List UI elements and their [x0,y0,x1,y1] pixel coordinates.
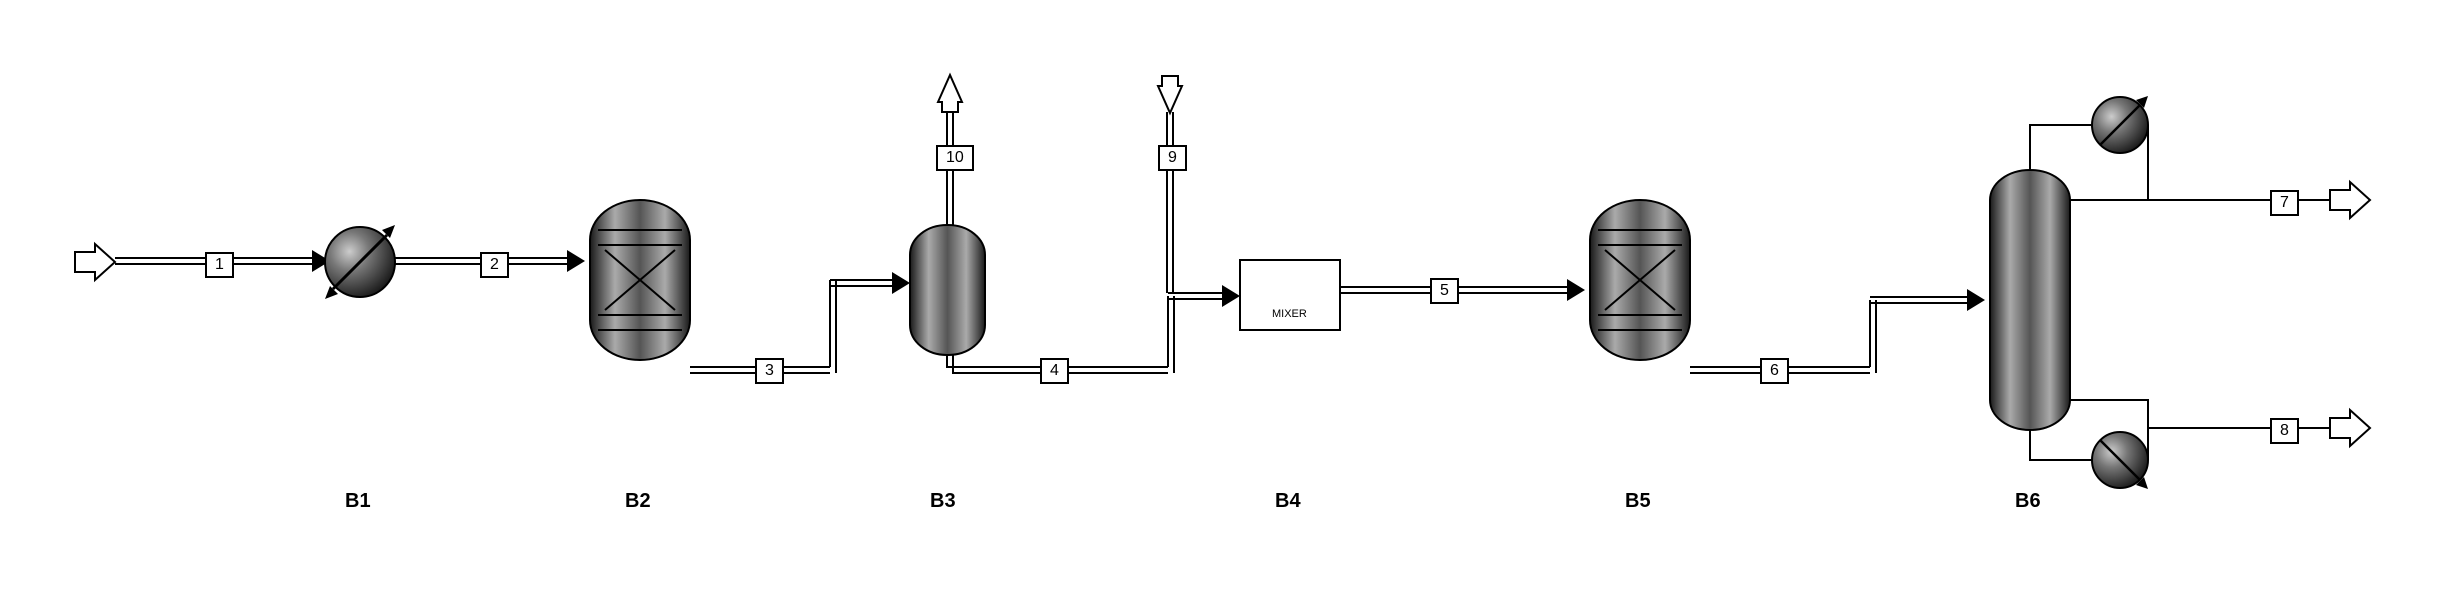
reboiler-line [2030,430,2095,460]
stream-2-arrowhead [567,250,585,272]
stream-4-up [1168,296,1174,373]
stream-label-3: 3 [755,358,784,384]
column-b6 [1990,170,2070,430]
feed-arrow-icon [75,244,115,280]
stream-5-arrowhead [1567,279,1585,301]
equipment-label-b4: B4 [1275,490,1301,513]
stream-label-7: 7 [2270,190,2299,216]
stream-6-arrowhead [1967,289,1985,311]
stream-label-9: 9 [1158,145,1187,171]
stream-label-1: 1 [205,252,234,278]
equipment-label-b2: B2 [625,490,651,513]
stream-8-arrow-icon [2330,410,2370,446]
stream-6-up [1870,300,1876,373]
mixer-text: MIXER [1272,308,1307,320]
stream-label-5: 5 [1430,278,1459,304]
flash-drum-b3 [910,225,985,355]
stream-4-arrowhead [1222,285,1240,307]
stream-10-arrow-icon [938,75,962,112]
stream-9-arrow-icon [1158,76,1182,113]
process-flow-diagram: 1 2 3 4 5 6 7 8 9 10 B1 B2 B3 B4 B5 B6 M… [0,0,2453,615]
condenser-line [2030,125,2095,170]
diagram-svg [0,0,2453,615]
stream-3-right [830,280,895,286]
stream-4-right [1168,293,1225,299]
stream-6-right [1870,297,1970,303]
stream-label-2: 2 [480,252,509,278]
equipment-label-b6: B6 [2015,490,2041,513]
stream-label-10: 10 [936,145,974,171]
stream-3-up [830,280,836,373]
stream-7-arrow-icon [2330,182,2370,218]
equipment-label-b3: B3 [930,490,956,513]
equipment-label-b1: B1 [345,490,371,513]
stream-3-arrowhead [892,272,910,294]
stream-label-8: 8 [2270,418,2299,444]
stream-label-4: 4 [1040,358,1069,384]
stream-label-6: 6 [1760,358,1789,384]
equipment-label-b5: B5 [1625,490,1651,513]
